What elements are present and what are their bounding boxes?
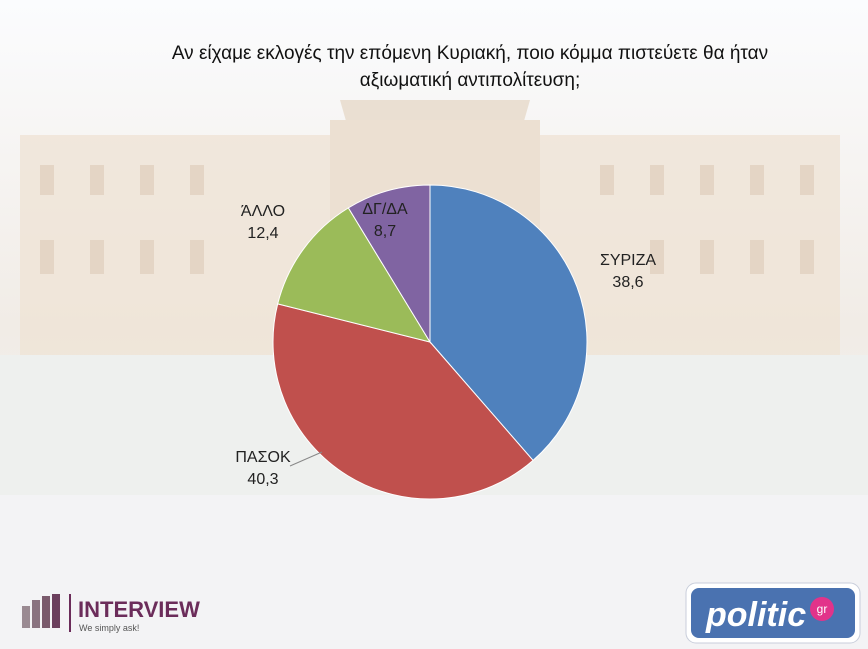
slice-value: 8,7 xyxy=(374,223,396,240)
slice-category: ΔΓ/ΔΑ xyxy=(362,201,408,218)
pie-slice xyxy=(272,303,534,500)
pie: ΣΥΡΙΖΑ 38,6 ΠΑΣΟΚ 40,3 ΆΛΛΟ 12,4 ΔΓ/ΔΑ 8,7 xyxy=(235,184,656,500)
slice-value: 40,3 xyxy=(247,471,278,488)
slice-category: ΣΥΡΙΖΑ xyxy=(600,252,656,269)
politic-logo: politic gr xyxy=(685,582,861,644)
politic-suffix: gr xyxy=(817,602,828,616)
pie-slice xyxy=(347,184,431,344)
interview-name: INTERVIEW xyxy=(78,597,200,622)
leader-line xyxy=(289,451,323,467)
slice-value: 38,6 xyxy=(612,274,643,291)
slice-value: 12,4 xyxy=(247,225,278,242)
slice-category: ΆΛΛΟ xyxy=(241,203,285,220)
politic-name: politic xyxy=(705,596,806,634)
interview-tagline: We simply ask! xyxy=(79,623,139,633)
pie-slice xyxy=(277,207,432,343)
chart-title: Αν είχαμε εκλογές την επόμενη Κυριακή, π… xyxy=(171,43,769,91)
slice-category: ΠΑΣΟΚ xyxy=(235,449,291,466)
pie-slice xyxy=(429,184,588,462)
interview-logo: INTERVIEW We simply ask! xyxy=(22,594,200,633)
